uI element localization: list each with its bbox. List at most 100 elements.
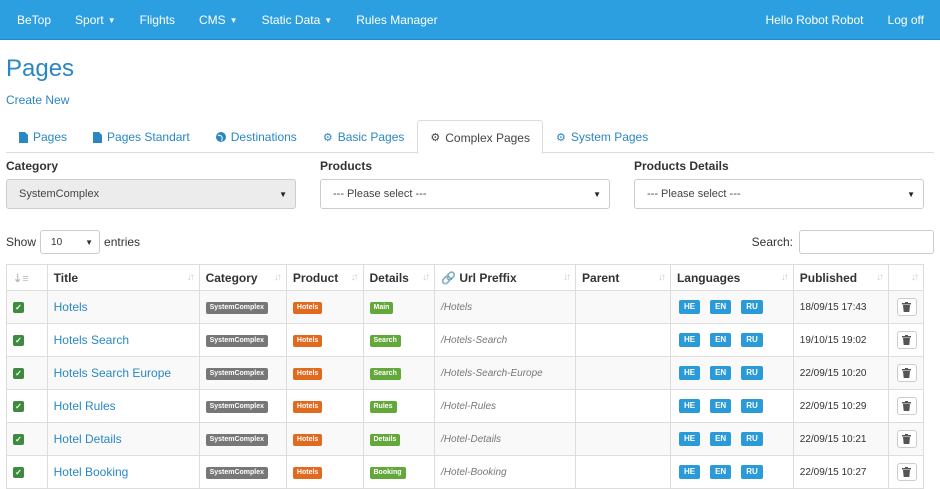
- nav-item-label: Rules Manager: [356, 12, 438, 27]
- create-new-link[interactable]: Create New: [6, 93, 70, 107]
- entries-select-value: 10: [51, 236, 63, 248]
- languages-cell: HE EN RU: [669, 422, 794, 456]
- entries-length: Show 10 ▼ entries: [6, 230, 140, 254]
- page-title-link[interactable]: Hotels Search Europe: [53, 366, 172, 380]
- language-badge-button[interactable]: RU: [741, 366, 763, 380]
- entries-select[interactable]: 10 ▼: [40, 230, 101, 254]
- column-header-category[interactable]: Category ↓↑: [198, 264, 287, 291]
- checkbox[interactable]: ✓: [13, 302, 24, 313]
- user-greeting-link[interactable]: Hello Robot Robot: [765, 12, 864, 27]
- logoff-link[interactable]: Log off: [887, 12, 924, 27]
- delete-button[interactable]: [896, 463, 917, 481]
- column-header-label: Title: [53, 270, 79, 285]
- products-select[interactable]: --- Please select --- ▼: [320, 179, 610, 209]
- language-badge-button[interactable]: HE: [678, 399, 701, 413]
- products-details-select[interactable]: --- Please select --- ▼: [634, 179, 924, 209]
- page-title-link[interactable]: Hotel Details: [53, 432, 122, 446]
- language-badge-button[interactable]: RU: [741, 300, 763, 314]
- nav-item-cms[interactable]: CMS ▼: [187, 13, 250, 27]
- language-badge-button[interactable]: HE: [678, 366, 701, 380]
- language-badge-button[interactable]: RU: [741, 465, 763, 479]
- language-badge-button[interactable]: RU: [741, 333, 763, 347]
- product-cell: Hotels: [285, 290, 364, 324]
- row-checkbox-cell: ✓: [6, 389, 48, 423]
- delete-button[interactable]: [896, 364, 917, 382]
- nav-item-label: Static Data: [261, 12, 321, 27]
- parent-cell: [575, 389, 671, 423]
- trash-icon: [902, 368, 912, 378]
- language-badge-button[interactable]: EN: [710, 366, 732, 380]
- tab-pages[interactable]: Pages: [6, 120, 80, 153]
- page-title-link[interactable]: Hotel Rules: [53, 399, 116, 413]
- table-row[interactable]: ✓ Hotels SystemComplex Hotels Main/Hotels HE E…: [6, 290, 925, 324]
- language-badge-button[interactable]: HE: [678, 333, 701, 347]
- sort-icon: ↓↑: [657, 272, 666, 283]
- page-title-link[interactable]: Hotel Booking: [53, 465, 129, 479]
- language-badge-button[interactable]: HE: [678, 432, 701, 446]
- column-header-select[interactable]: ⇣≡: [6, 264, 48, 291]
- column-header-actions[interactable]: ↓↑: [887, 264, 925, 291]
- column-header-published[interactable]: Published ↓↑: [792, 264, 889, 291]
- column-header-label: Parent: [582, 270, 620, 285]
- checkbox[interactable]: ✓: [13, 467, 24, 478]
- row-checkbox-cell: ✓: [6, 290, 48, 324]
- column-header-label: Product: [292, 270, 339, 285]
- sort-icon: ↓↑: [563, 272, 571, 283]
- table-row[interactable]: ✓ Hotels Search Europe SystemComplex Hotels…: [6, 356, 925, 390]
- language-badge-button[interactable]: EN: [710, 432, 732, 446]
- column-header-languages[interactable]: Languages ↓↑: [669, 264, 794, 291]
- category-badge: SystemComplex: [205, 335, 269, 347]
- nav-item-sport[interactable]: Sport ▼: [63, 13, 128, 27]
- language-badge-button[interactable]: EN: [710, 333, 732, 347]
- column-header-title[interactable]: Title ↓↑: [46, 264, 200, 291]
- delete-button[interactable]: [896, 397, 917, 415]
- top-navbar: BeTop Sport ▼ Flights CMS ▼ Static Data ▼ R…: [0, 0, 940, 40]
- checkbox[interactable]: ✓: [13, 401, 24, 412]
- column-header-product[interactable]: Product ↓↑: [285, 264, 364, 291]
- column-header-parent[interactable]: Parent ↓↑: [575, 264, 671, 291]
- language-badge-button[interactable]: HE: [678, 465, 701, 479]
- tab-complex-pages[interactable]: ⚙ Complex Pages: [417, 120, 543, 154]
- language-badge-button[interactable]: EN: [710, 399, 732, 413]
- column-header-url-preffix[interactable]: 🔗 Url Preffix ↓↑: [434, 264, 577, 291]
- checkbox[interactable]: ✓: [13, 368, 24, 379]
- table-row[interactable]: ✓ Hotel Booking SystemComplex Hotels Booking…: [6, 455, 925, 489]
- checkbox[interactable]: ✓: [13, 335, 24, 346]
- table-row[interactable]: ✓ Hotel Rules SystemComplex Hotels Rules/Hot…: [6, 389, 925, 423]
- delete-button[interactable]: [896, 430, 917, 448]
- title-cell: Hotels: [46, 290, 200, 324]
- language-badge-button[interactable]: RU: [741, 432, 763, 446]
- search-label: Search:: [751, 235, 793, 249]
- table-row[interactable]: ✓ Hotel Details SystemComplex Hotels Details…: [6, 422, 925, 456]
- nav-item-static-data[interactable]: Static Data ▼: [250, 13, 345, 27]
- search-input[interactable]: [799, 230, 934, 254]
- column-header-details[interactable]: Details ↓↑: [362, 264, 436, 291]
- url-preffix-text: /Hotel-Details: [441, 434, 502, 445]
- language-badge-button[interactable]: EN: [710, 300, 732, 314]
- category-cell: SystemComplex: [198, 455, 287, 489]
- tab-system-pages[interactable]: ⚙ System Pages: [543, 120, 661, 153]
- gear-icon: ⚙: [322, 131, 333, 144]
- language-badge-button[interactable]: RU: [741, 399, 763, 413]
- show-label: Show: [6, 235, 37, 249]
- category-select[interactable]: SystemComplex ▼: [6, 179, 296, 209]
- tab-destinations[interactable]: Destinations: [203, 120, 310, 153]
- table-row[interactable]: ✓ Hotels Search SystemComplex Hotels Search /…: [6, 323, 925, 357]
- tab-label: Complex Pages: [445, 130, 530, 145]
- delete-button[interactable]: [896, 298, 917, 316]
- brand-link[interactable]: BeTop: [17, 12, 52, 27]
- tab-basic-pages[interactable]: ⚙ Basic Pages: [310, 120, 418, 153]
- checkbox[interactable]: ✓: [13, 434, 24, 445]
- language-badge-button[interactable]: HE: [678, 300, 701, 314]
- nav-item-rules-manager[interactable]: Rules Manager: [344, 13, 449, 27]
- navbar-right: Hello Robot Robot Log off: [753, 0, 940, 39]
- page-title: Pages: [6, 55, 75, 82]
- tab-pages-standart[interactable]: Pages Standart: [80, 120, 203, 153]
- nav-item-flights[interactable]: Flights: [128, 13, 187, 27]
- globe-icon: [215, 132, 226, 142]
- page-title-link[interactable]: Hotels Search: [53, 333, 130, 347]
- page-title-link[interactable]: Hotels: [53, 300, 88, 314]
- language-badge-button[interactable]: EN: [710, 465, 732, 479]
- url-preffix-text: /Hotel-Booking: [441, 467, 507, 478]
- delete-button[interactable]: [896, 331, 917, 349]
